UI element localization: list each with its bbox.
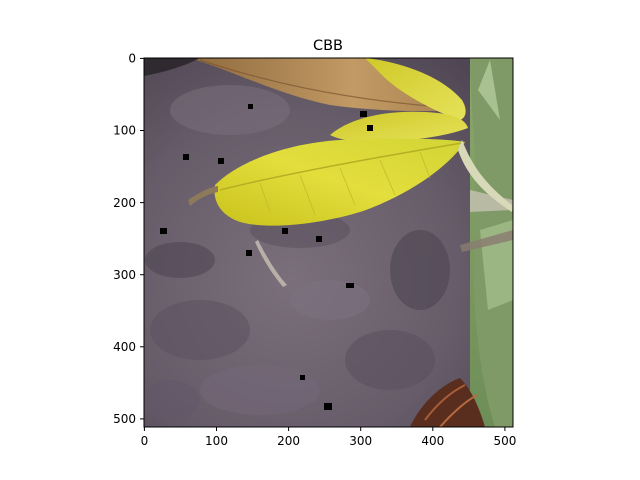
y-tick-label: 500 bbox=[113, 412, 136, 426]
y-tick-label: 0 bbox=[128, 52, 136, 66]
x-tick-label: 300 bbox=[349, 434, 372, 448]
yellow-leaf-upper bbox=[365, 58, 466, 120]
figure-title: CBB bbox=[313, 38, 343, 54]
photo bbox=[144, 58, 513, 427]
x-tick-label: 100 bbox=[205, 434, 228, 448]
y-tick-label: 100 bbox=[113, 124, 136, 138]
y-tick-label: 300 bbox=[113, 268, 136, 282]
marker-squares bbox=[160, 104, 373, 410]
grass-region bbox=[460, 58, 513, 427]
x-axis: 0 100 200 300 400 500 bbox=[141, 427, 516, 448]
leaf-stem bbox=[458, 140, 512, 212]
x-tick-label: 500 bbox=[493, 434, 516, 448]
y-tick-label: 200 bbox=[113, 196, 136, 210]
y-axis: 0 100 200 300 400 500 bbox=[113, 52, 144, 426]
axes-frame bbox=[143, 57, 514, 428]
yellow-leaf-main bbox=[214, 138, 465, 226]
x-tick-label: 200 bbox=[277, 434, 300, 448]
x-tick-label: 400 bbox=[421, 434, 444, 448]
y-tick-label: 400 bbox=[113, 340, 136, 354]
yellow-leaf-middle bbox=[330, 111, 468, 143]
x-tick-label: 0 bbox=[141, 434, 149, 448]
